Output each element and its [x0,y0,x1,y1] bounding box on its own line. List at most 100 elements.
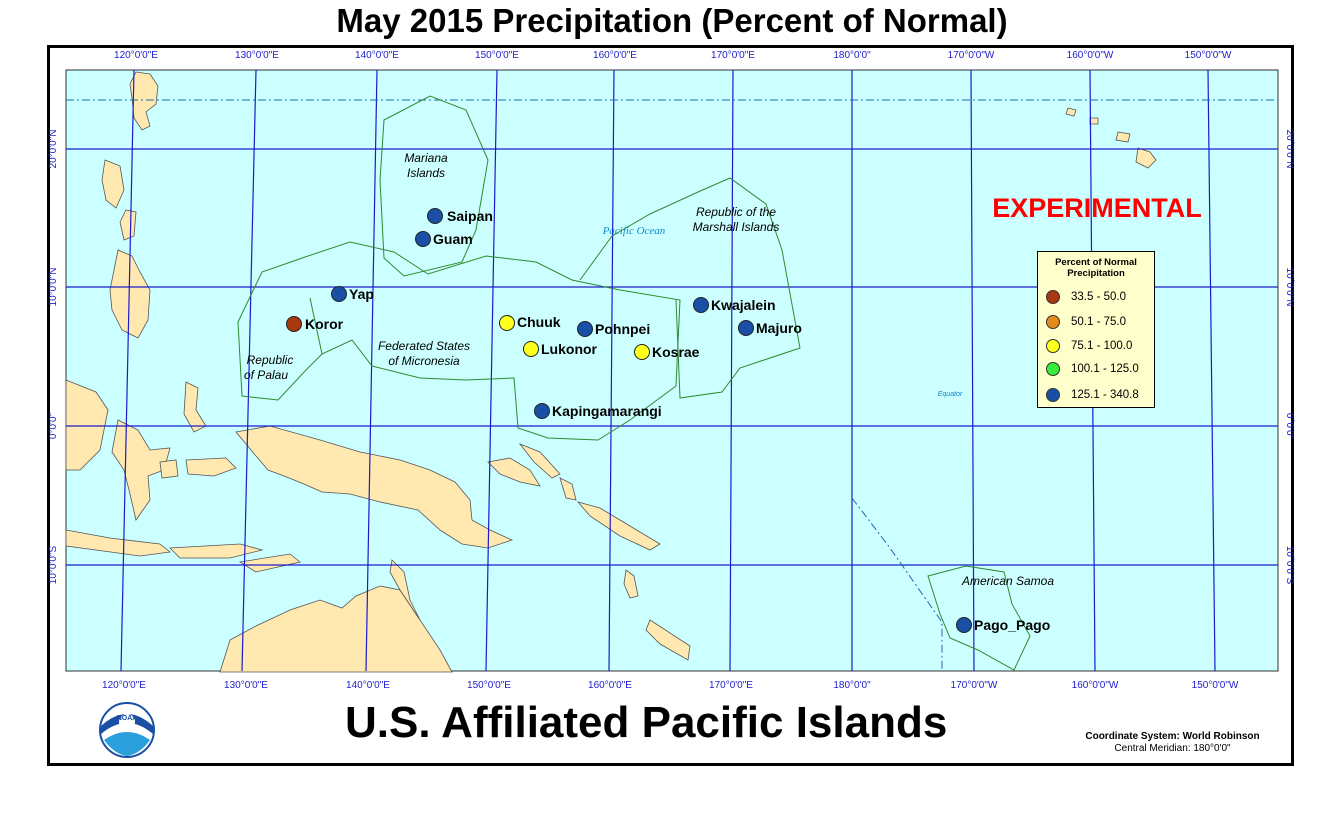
station-yap: Yap [331,286,374,302]
station-label: Guam [433,231,473,247]
bottom-tick: 160°0'0"E [588,680,632,691]
central-meridian-line: Central Meridian: 180°0'0" [1114,743,1231,754]
station-kapingamarangi: Kapingamarangi [534,403,662,419]
top-tick: 180°0'0" [833,50,871,61]
station-label: Koror [305,316,344,332]
top-tick: 160°0'0"E [593,50,637,61]
region-label-micronesia-2: of Micronesia [388,354,460,368]
land-buru [159,459,179,479]
land-timor [238,553,301,573]
bottom-tick: 130°0'0"E [224,680,268,691]
legend-label: 50.1 - 75.0 [1071,316,1126,328]
land-solomons [576,501,661,551]
station-chuuk: Chuuk [499,314,561,331]
top-tick: 170°0'0"W [948,50,995,61]
map-subtitle: U.S. Affiliated Pacific Islands [345,698,948,747]
legend-swatch [1046,290,1060,304]
region-boundaries [237,95,1031,671]
station-kosrae: Kosrae [634,344,700,360]
region-label-palau-2: of Palau [244,368,288,382]
top-tick: 150°0'0"W [1185,50,1232,61]
station-majuro: Majuro [738,320,802,336]
land-vanuatu [623,569,639,599]
boundary-fsm [237,241,681,441]
bottom-tick: 150°0'0"E [467,680,511,691]
bottom-tick: 170°0'0"W [951,680,998,691]
land-philippines-mid [119,209,137,241]
station-label: Kapingamarangi [552,403,662,419]
legend-title: Percent of Normal Precipitation [1055,257,1137,279]
maritime-boundaries [66,99,1278,671]
boundary-marshall [579,177,801,399]
noaa-logo: NOAA [99,702,155,758]
station-kwajalein: Kwajalein [693,297,776,313]
ocean-label: Pacific Ocean [602,225,666,237]
region-label-mariana-2: Islands [407,166,445,180]
region-labels: Mariana Islands Republic of the Marshall… [244,151,1054,588]
lat-tick-labels-left: 20°0'0"N 10°0'0"N 0°0'0" 10°0'0"S [48,130,59,585]
legend-item: 125.1 - 340.8 [1046,386,1139,404]
station-label: Saipan [447,208,493,224]
legend-label: 75.1 - 100.0 [1071,340,1133,352]
bottom-tick: 140°0'0"E [346,680,390,691]
station-koror: Koror [286,316,344,332]
station-label: Chuuk [517,314,561,330]
legend-swatch [1046,388,1060,402]
lat-tick: 10°0'0"S [1284,546,1295,585]
map-frame [47,45,1294,766]
boundary-samoa [927,565,1031,671]
bottom-tick: 170°0'0"E [709,680,753,691]
region-label-mariana-1: Mariana [404,151,448,165]
station-label: Pohnpei [595,321,650,337]
legend-label: 125.1 - 340.8 [1071,389,1139,401]
legend-swatch [1046,362,1060,376]
land-bougainville [559,477,577,501]
legend-label: 33.5 - 50.0 [1071,291,1126,303]
land-mindanao [109,249,151,339]
region-label-marshall-2: Marshall Islands [693,220,780,234]
land-new-britain [487,457,541,487]
legend-item: 33.5 - 50.0 [1046,288,1126,306]
legend-label: 100.1 - 125.0 [1071,363,1139,375]
land-seram [185,457,237,477]
station-label: Kwajalein [711,297,776,313]
legend-item: 50.1 - 75.0 [1046,313,1126,331]
region-label-palau-1: Republic [247,353,294,367]
top-tick: 130°0'0"E [235,50,279,61]
land-lesser-sunda [169,543,264,559]
land-hawaii-oahu [1089,117,1099,125]
legend-swatch [1046,315,1060,329]
station-guam: Guam [415,231,473,247]
land-cape-york [389,559,421,621]
station-label: Pago_Pago [974,617,1050,633]
lat-tick: 20°0'0"N [1284,130,1295,169]
bottom-tick: 120°0'0"E [102,680,146,691]
bottom-tick-labels: 120°0'0"E 130°0'0"E 140°0'0"E 150°0'0"E … [102,680,1239,691]
station-pago-pago: Pago_Pago [956,617,1050,633]
lat-tick: 20°0'0"N [48,130,59,169]
lat-tick: 0°0'0" [48,412,59,439]
land-new-ireland [518,443,561,479]
region-label-samoa: American Samoa [961,574,1054,588]
station-label: Majuro [756,320,802,336]
stations: Saipan Guam Yap Koror Chuuk Lukonor Pohn… [286,208,1050,633]
land-hawaii-big [1135,147,1157,169]
lat-tick: 10°0'0"N [48,268,59,307]
legend: Percent of Normal Precipitation 33.5 - 5… [1037,251,1155,408]
land-hawaii-maui [1115,131,1131,143]
top-tick-labels: 120°0'0"E 130°0'0"E 140°0'0"E 150°0'0"E … [114,50,1232,61]
station-label: Kosrae [652,344,700,360]
legend-swatch [1046,339,1060,353]
land-java [65,529,171,557]
equator-label: Equator [938,391,963,398]
bottom-tick: 150°0'0"W [1192,680,1239,691]
boundary-mariana [379,95,489,277]
land-borneo [65,379,109,471]
map-title: May 2015 Precipitation (Percent of Norma… [336,2,1008,39]
region-label-micronesia-1: Federated States [378,339,470,353]
land-luzon [129,71,159,131]
bottom-tick: 160°0'0"W [1072,680,1119,691]
station-saipan: Saipan [427,208,493,224]
land-australia [219,585,453,673]
